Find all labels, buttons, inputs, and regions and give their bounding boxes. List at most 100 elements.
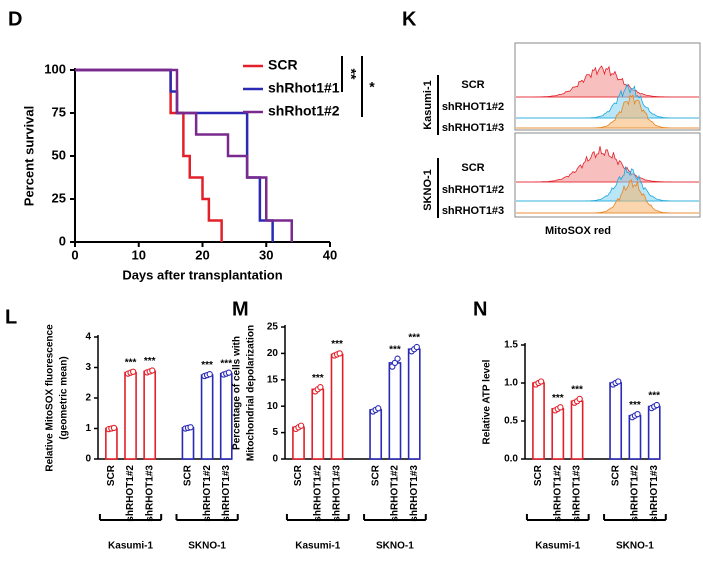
y-axis-label: Relative ATP level: [482, 359, 493, 444]
x-tick-label: shRHOT1#3: [221, 465, 232, 522]
data-point: [110, 424, 118, 432]
x-tick-label: SCR: [106, 464, 117, 486]
survival-curve: [75, 68, 293, 242]
panel-letter: N: [473, 298, 487, 320]
row-label: SCR: [461, 162, 484, 174]
y-tick-label: 75: [52, 104, 66, 119]
legend-label: SCR: [268, 57, 298, 73]
row-label: shRHOT1#2: [442, 101, 504, 113]
group-label: Kasumi-1: [295, 541, 340, 552]
sig-label: ***: [220, 358, 232, 369]
sig-label: **: [343, 69, 359, 80]
bar: [105, 427, 118, 460]
bar: [292, 426, 305, 460]
bar: [532, 382, 545, 460]
data-point: [336, 350, 343, 357]
group-label: SKNO-1: [188, 541, 226, 552]
sig-label: ***: [648, 391, 660, 402]
y-axis-label: Relative MitoSOX fluorescence: [45, 324, 56, 472]
bar: [609, 382, 623, 460]
sig-label: ***: [125, 357, 137, 368]
panel-letter: M: [232, 298, 249, 320]
x-tick-label: SCR: [610, 464, 621, 486]
sig-label: ***: [331, 339, 343, 350]
data-point: [653, 401, 660, 409]
x-tick-label: shRHOT1#3: [649, 465, 660, 522]
sig-label: *: [369, 79, 375, 95]
x-tick-label: SCR: [533, 464, 544, 486]
bar: [388, 362, 402, 460]
data-point: [634, 411, 641, 418]
flow-histogram: [516, 146, 699, 183]
x-tick-label: shRHOT1#2: [630, 465, 641, 522]
data-point: [375, 405, 382, 412]
row-label: SCR: [461, 79, 484, 91]
y-tick-label: 2: [85, 393, 91, 404]
bar: [311, 388, 325, 460]
x-tick-label: shRHOT1#2: [312, 465, 323, 522]
bar: [570, 400, 584, 460]
data-point: [187, 424, 194, 431]
flow-box: [514, 42, 701, 131]
data-point: [297, 422, 305, 429]
bar: [200, 374, 214, 460]
x-tick-label: 30: [259, 247, 273, 262]
panel-letter: L: [5, 306, 17, 328]
sig-label: ***: [201, 360, 213, 371]
y-tick-label: 0.0: [504, 454, 518, 465]
flow-histogram: [516, 94, 699, 129]
x-tick-label: shRHOT1#3: [409, 465, 420, 522]
y-tick-label: 1: [85, 423, 91, 434]
flow-histogram: [516, 166, 699, 202]
data-point: [225, 369, 233, 376]
group-label: SKNO-1: [616, 541, 654, 552]
y-axis-label: Mitochondrial depolarization: [246, 325, 257, 461]
bar: [124, 371, 137, 460]
x-axis-label: Days after transplantation: [122, 267, 282, 282]
bar: [219, 372, 233, 460]
group-label: SKNO-1: [376, 541, 414, 552]
y-axis-label: (geometric mean): [59, 356, 70, 439]
data-point: [557, 404, 564, 411]
bar: [181, 427, 195, 460]
y-tick-label: 20: [267, 348, 279, 359]
flow-histogram: [516, 83, 699, 119]
data-point: [576, 395, 583, 403]
y-tick-label: 0.5: [504, 416, 518, 427]
bar: [369, 409, 383, 460]
flow-histogram: [516, 65, 699, 98]
x-tick-label: 0: [71, 247, 78, 262]
y-tick-label: 50: [52, 147, 66, 162]
legend-label: shRhot1#2: [268, 103, 340, 119]
sig-label: ***: [552, 393, 564, 404]
y-tick-label: 4: [85, 332, 91, 343]
y-tick-label: 5: [272, 427, 278, 438]
y-tick-label: 1.5: [504, 340, 518, 351]
x-axis-label: MitoSOX red: [545, 225, 611, 237]
row-label: shRHOT1#3: [442, 205, 504, 217]
y-tick-label: 0: [272, 454, 278, 465]
data-point: [149, 367, 156, 374]
sig-label: ***: [629, 400, 641, 411]
panel-letter: K: [402, 8, 417, 30]
sig-label: ***: [408, 333, 420, 344]
sig-label: ***: [571, 385, 583, 396]
bar: [551, 408, 565, 460]
sig-label: ***: [144, 356, 156, 367]
x-tick-label: shRHOT1#3: [572, 465, 583, 522]
y-tick-label: 0: [59, 233, 66, 248]
group-label: Kasumi-1: [108, 541, 153, 552]
sig-label: ***: [389, 344, 401, 355]
y-tick-label: 3: [85, 362, 91, 373]
y-tick-label: 10: [267, 401, 279, 412]
x-tick-label: shRHOT1#3: [332, 465, 343, 522]
group-label: SKNO-1: [422, 169, 434, 211]
data-point: [615, 378, 622, 385]
data-point: [317, 384, 324, 391]
x-tick-label: shRHOT1#2: [125, 465, 136, 522]
data-point: [413, 343, 420, 351]
y-tick-label: 25: [267, 322, 279, 333]
bar: [407, 348, 421, 460]
row-label: shRHOT1#2: [442, 184, 504, 196]
